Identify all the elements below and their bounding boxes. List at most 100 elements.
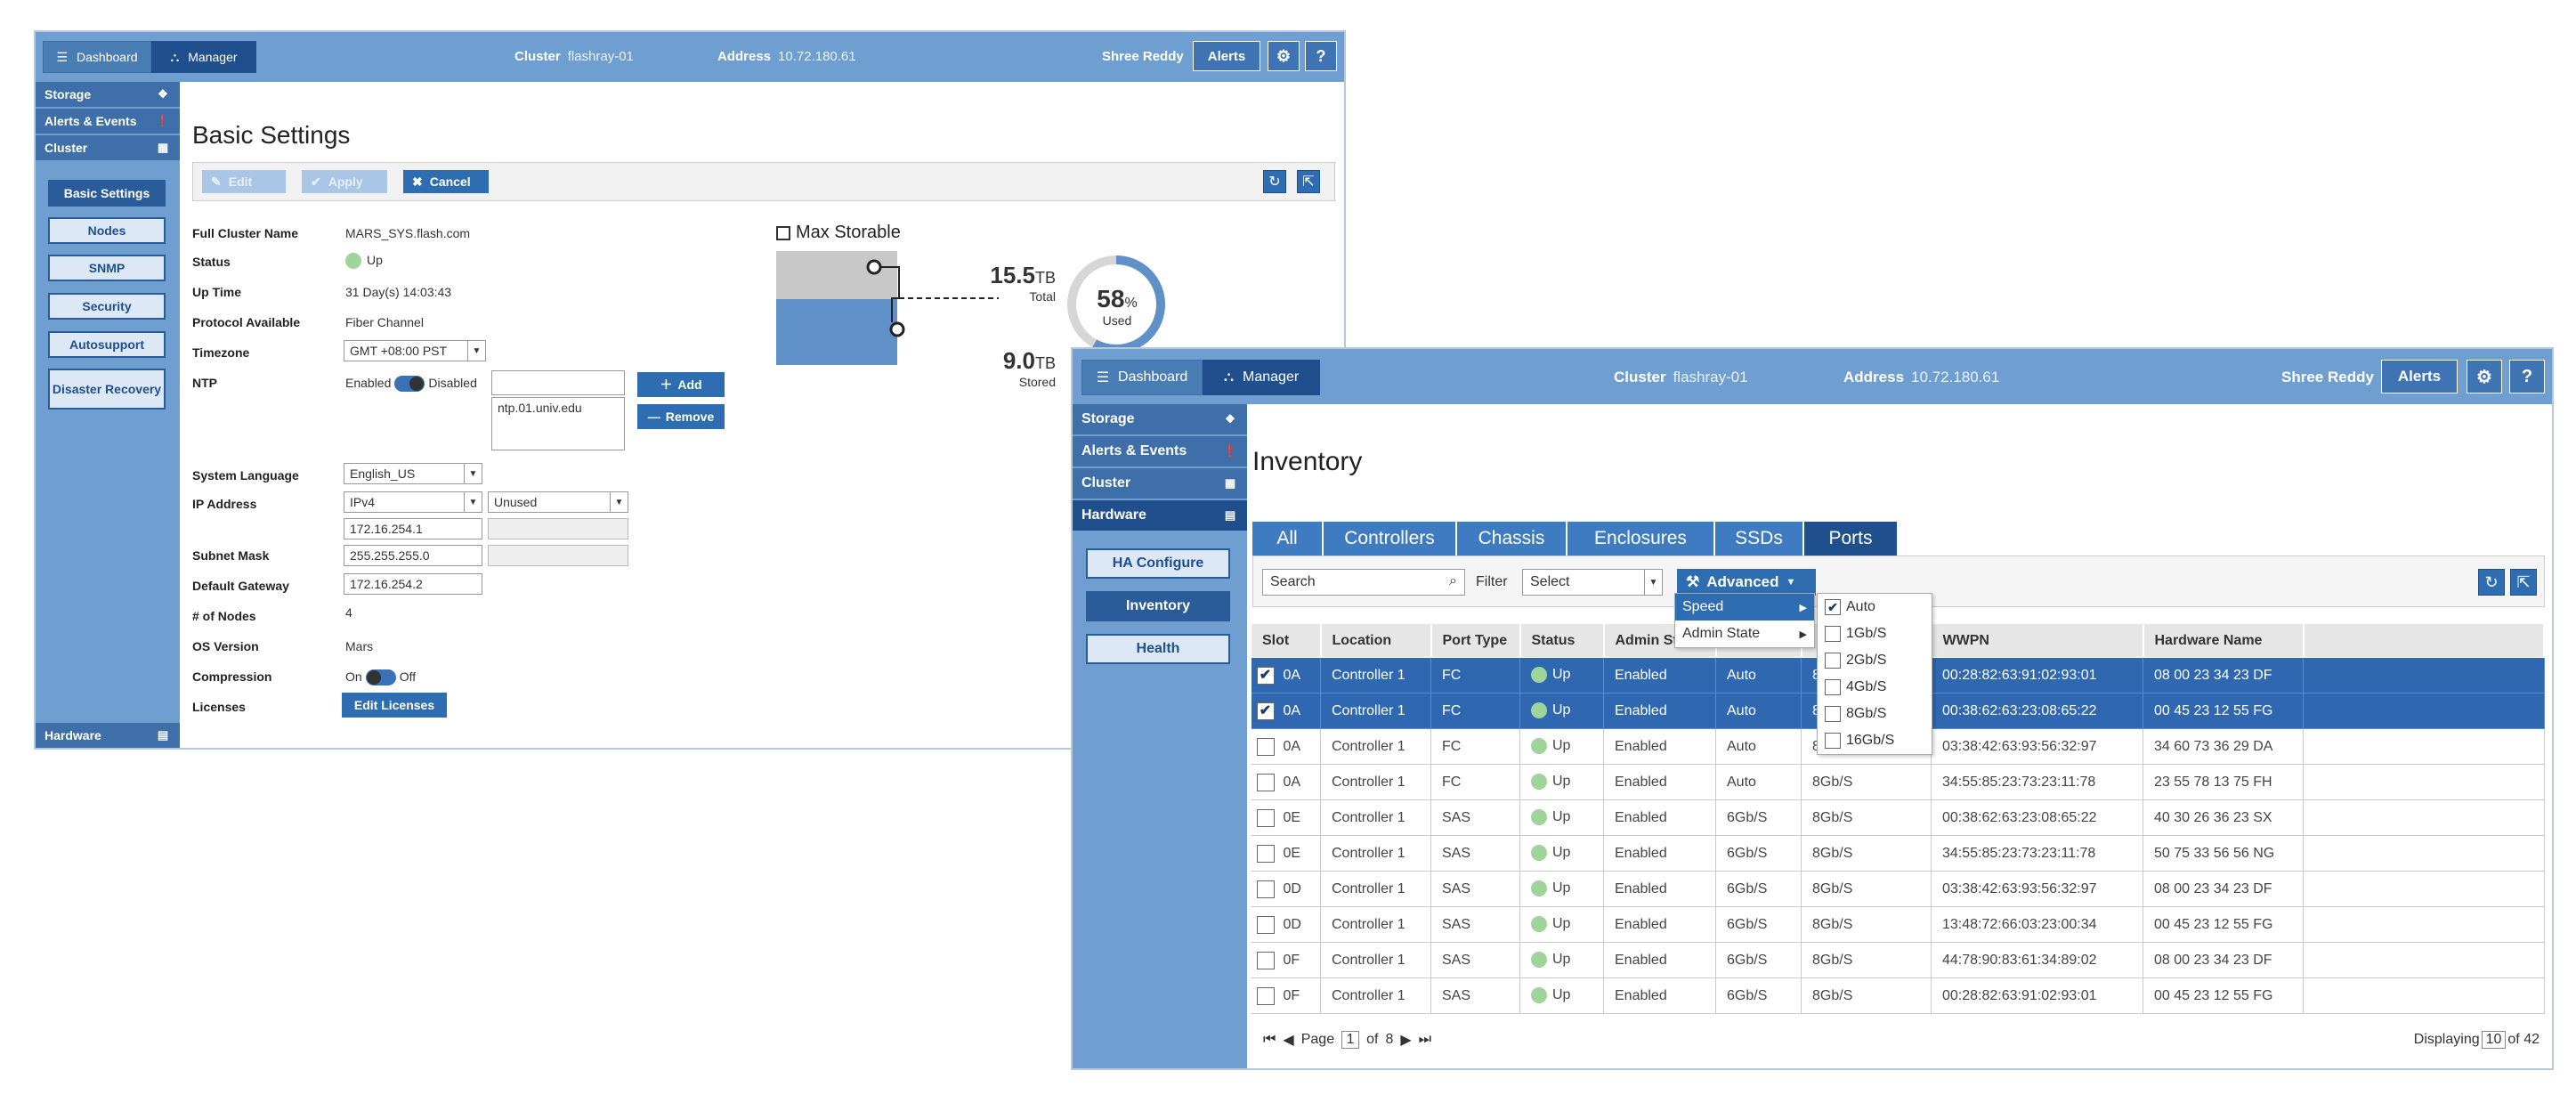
remove-button[interactable]: — Remove (637, 404, 725, 429)
speed-option[interactable]: ✔ Auto (1818, 594, 1932, 620)
menu-item-speed[interactable]: Speed ▶ (1675, 594, 1814, 620)
subnet-mask-input[interactable]: 255.255.255.0 (344, 545, 482, 566)
row-checkbox[interactable] (1256, 915, 1275, 934)
refresh-icon[interactable]: ↻ (2478, 569, 2505, 596)
option-checkbox[interactable]: ✔ (1825, 599, 1841, 615)
sidebar-item-autosupport[interactable]: Autosupport (48, 331, 166, 358)
option-checkbox[interactable] (1825, 679, 1841, 695)
speed-option[interactable]: 2Gb/S (1818, 647, 1932, 674)
system-language-select[interactable]: English_US ▼ (344, 463, 482, 484)
option-checkbox[interactable] (1825, 626, 1841, 642)
toggle-switch[interactable] (394, 376, 425, 393)
sidebar-storage[interactable]: Storage ❖ (36, 82, 180, 109)
dashboard-button[interactable]: ☰ Dashboard (43, 41, 151, 73)
sidebar-item-disaster-recovery[interactable]: Disaster Recovery (48, 369, 166, 410)
help-button[interactable]: ? (2509, 360, 2545, 393)
tab-ssds[interactable]: SSDs (1715, 522, 1804, 556)
row-checkbox[interactable] (1256, 773, 1275, 791)
ntp-server-list[interactable]: ntp.01.univ.edu (491, 397, 625, 450)
sidebar-item-snmp[interactable]: SNMP (48, 255, 166, 281)
row-checkbox[interactable] (1256, 844, 1275, 863)
dashboard-button[interactable]: ☰ Dashboard (1081, 360, 1203, 395)
row-checkbox[interactable] (1256, 951, 1275, 969)
next-page-icon[interactable]: ▶ (1400, 1033, 1412, 1048)
sidebar-storage[interactable]: Storage ❖ (1073, 404, 1247, 436)
speed-option[interactable]: 4Gb/S (1818, 674, 1932, 701)
sidebar-alerts-events[interactable]: Alerts & Events ❗ (1073, 436, 1247, 468)
edit-button[interactable]: ✎ Edit (202, 170, 286, 193)
row-checkbox[interactable]: ✔ (1256, 666, 1275, 685)
sidebar-item-basic-settings[interactable]: Basic Settings (48, 180, 166, 207)
sidebar-item-health[interactable]: Health (1086, 634, 1230, 664)
speed-option[interactable]: 8Gb/S (1818, 701, 1932, 727)
last-page-icon[interactable]: ⏭ (1418, 1032, 1432, 1047)
sidebar-item-inventory[interactable]: Inventory (1086, 591, 1230, 621)
add-button[interactable]: ＋ Add (637, 372, 725, 397)
alerts-button[interactable]: Alerts (1193, 41, 1260, 71)
option-checkbox[interactable] (1825, 733, 1841, 749)
page-size-input[interactable]: 10 (2481, 1031, 2507, 1049)
row-checkbox[interactable] (1256, 880, 1275, 898)
row-checkbox[interactable] (1256, 808, 1275, 827)
tab-ports[interactable]: Ports (1804, 522, 1899, 556)
sidebar-cluster[interactable]: Cluster ▦ (1073, 468, 1247, 500)
page-number-input[interactable]: 1 (1341, 1031, 1360, 1049)
column-status[interactable]: Status (1519, 623, 1605, 658)
table-row[interactable]: 0D Controller 1 SAS Up Enabled 6Gb/S 8Gb/S 03:3… (1251, 871, 2545, 907)
compression-toggle[interactable]: On Off (345, 669, 416, 686)
table-row[interactable]: 0D Controller 1 SAS Up Enabled 6Gb/S 8Gb/S 13:4… (1251, 906, 2545, 943)
option-checkbox[interactable] (1825, 706, 1841, 722)
manager-button[interactable]: ⛬ Manager (151, 41, 256, 73)
refresh-icon[interactable]: ↻ (1263, 170, 1286, 193)
export-icon[interactable]: ⇱ (1297, 170, 1320, 193)
sidebar-item-nodes[interactable]: Nodes (48, 217, 166, 244)
prev-page-icon[interactable]: ◀ (1283, 1033, 1294, 1048)
column-hardware-name[interactable]: Hardware Name (2143, 623, 2305, 658)
toggle-switch[interactable] (365, 669, 396, 686)
tab-enclosures[interactable]: Enclosures (1567, 522, 1715, 556)
row-checkbox[interactable]: ✔ (1256, 702, 1275, 720)
apply-button[interactable]: ✔ Apply (302, 170, 387, 193)
row-checkbox[interactable] (1256, 737, 1275, 756)
alerts-button[interactable]: Alerts (2381, 360, 2458, 393)
column-location[interactable]: Location (1320, 623, 1432, 658)
column-wwpn[interactable]: WWPN (1931, 623, 2144, 658)
tab-chassis[interactable]: Chassis (1457, 522, 1567, 556)
export-icon[interactable]: ⇱ (2510, 569, 2537, 596)
search-input[interactable]: Search ⌕ (1262, 569, 1465, 596)
first-page-icon[interactable]: ⏮ (1263, 1032, 1276, 1047)
ip-type-select[interactable]: IPv4 ▼ (344, 491, 482, 513)
ntp-server-input[interactable] (491, 370, 625, 395)
filter-select[interactable]: Select ▼ (1522, 569, 1663, 596)
sidebar-hardware[interactable]: Hardware ▤ (1073, 500, 1247, 532)
default-gateway-input[interactable]: 172.16.254.2 (344, 573, 482, 595)
tab-controllers[interactable]: Controllers (1324, 522, 1457, 556)
sidebar-alerts-events[interactable]: Alerts & Events ❗ (36, 109, 180, 135)
table-row[interactable]: 0F Controller 1 SAS Up Enabled 6Gb/S 8Gb/S 00:2… (1251, 977, 2545, 1014)
speed-option[interactable]: 1Gb/S (1818, 620, 1932, 647)
option-checkbox[interactable] (1825, 653, 1841, 669)
advanced-button[interactable]: ⚒ Advanced ▼ (1677, 569, 1816, 596)
manager-button[interactable]: ⛬ Manager (1203, 360, 1320, 395)
ntp-toggle[interactable]: Enabled Disabled (345, 376, 477, 393)
column-port-type[interactable]: Port Type (1430, 623, 1521, 658)
sidebar-item-security[interactable]: Security (48, 293, 166, 320)
user-name[interactable]: Shree Reddy (2281, 369, 2374, 385)
table-row[interactable]: 0E Controller 1 SAS Up Enabled 6Gb/S 8Gb/S 00:3… (1251, 799, 2545, 836)
ip-type2-select[interactable]: Unused ▼ (488, 491, 628, 513)
column-slot[interactable]: Slot (1251, 623, 1322, 658)
user-name[interactable]: Shree Reddy (1102, 49, 1184, 64)
edit-licenses-button[interactable]: Edit Licenses (342, 693, 447, 718)
table-row[interactable]: 0E Controller 1 SAS Up Enabled 6Gb/S 8Gb/S 34:5… (1251, 835, 2545, 872)
row-checkbox[interactable] (1256, 986, 1275, 1005)
sidebar-cluster[interactable]: Cluster ▦ (36, 135, 180, 162)
table-row[interactable]: 0F Controller 1 SAS Up Enabled 6Gb/S 8Gb/S 44:7… (1251, 942, 2545, 978)
gear-icon[interactable]: ⚙ (1268, 41, 1300, 71)
help-button[interactable]: ? (1305, 41, 1337, 71)
sidebar-item-ha-configure[interactable]: HA Configure (1086, 548, 1230, 579)
tab-all[interactable]: All (1252, 522, 1324, 556)
cancel-button[interactable]: ✖ Cancel (403, 170, 489, 193)
table-row[interactable]: 0A Controller 1 FC Up Enabled Auto 8Gb/S 34:55:… (1251, 764, 2545, 800)
